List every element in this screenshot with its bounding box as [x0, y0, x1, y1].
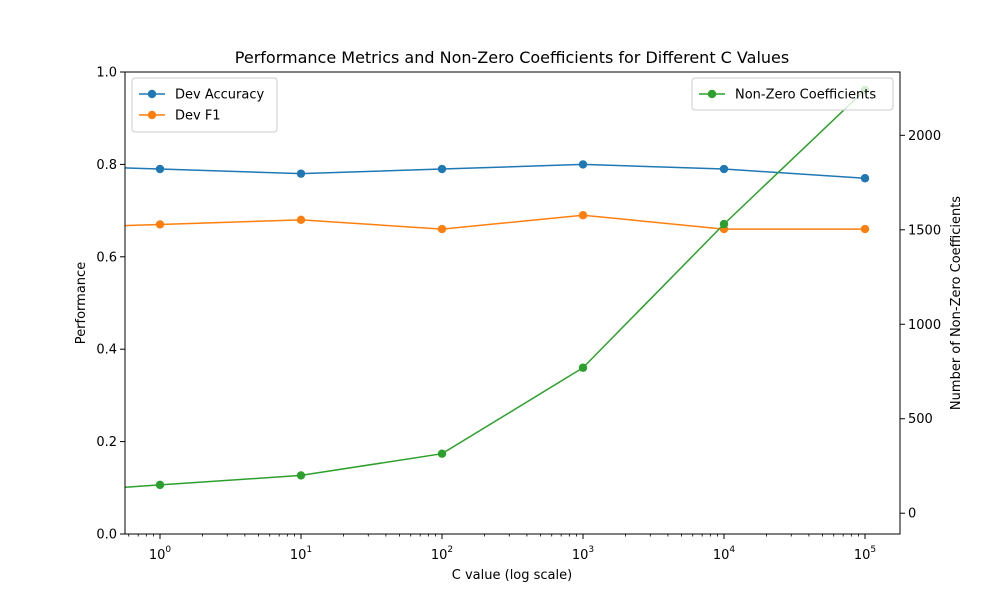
- legend-label-0: Dev Accuracy: [175, 88, 264, 103]
- series-1-point-5: [860, 224, 870, 234]
- legend-label-1: Dev F1: [175, 109, 221, 124]
- series-line-0: [125, 163, 866, 180]
- series-2-point-2: [437, 449, 447, 458]
- chart-title: Performance Metrics and Non-Zero Coeffic…: [235, 48, 789, 67]
- series-1-point-2: [437, 224, 447, 234]
- x-tick-label-5: 105: [854, 545, 876, 563]
- series-0-point-0: [155, 164, 165, 174]
- series-1-point-1: [296, 215, 306, 225]
- series-1-point-3: [578, 211, 588, 220]
- series-2-point-0: [155, 480, 165, 490]
- series-2: [125, 85, 870, 490]
- series-line-2: [125, 89, 866, 488]
- legend-swatch-marker-1: [147, 110, 157, 120]
- legend-left: Dev Accuracy Dev F1: [131, 77, 278, 133]
- y-tick-label-4: 0.8: [96, 158, 117, 173]
- series-line-1: [125, 214, 865, 230]
- legend-swatch-marker-0: [707, 89, 717, 99]
- x-tick-label-2: 102: [431, 545, 453, 563]
- legend-right: Non-Zero Coefficients: [691, 77, 894, 111]
- series-1: [125, 211, 870, 234]
- series-0-point-4: [719, 164, 729, 174]
- y2-tick-label-2: 1000: [908, 318, 941, 333]
- legend-swatch-marker-0: [147, 89, 157, 99]
- series-2-point-4: [719, 219, 729, 229]
- y-tick-label-1: 0.2: [96, 435, 117, 450]
- x-tick-label-3: 103: [572, 545, 594, 563]
- y-axis-label: Performance: [74, 262, 89, 344]
- legend-box: [131, 77, 278, 133]
- series-2-point-1: [296, 471, 306, 480]
- y2-tick-label-3: 1500: [908, 223, 941, 238]
- series-0-point-1: [296, 169, 306, 178]
- y-tick-label-2: 0.4: [96, 343, 117, 358]
- y-tick-label-3: 0.6: [96, 250, 117, 265]
- series-0-point-3: [578, 160, 588, 169]
- plot-layer: [125, 85, 870, 490]
- x-axis-label: C value (log scale): [452, 568, 572, 583]
- y-tick-label-0: 0.0: [96, 528, 117, 543]
- x-axis: 100 101 102 103 104 105: [128, 534, 876, 563]
- series-2-point-3: [578, 363, 588, 372]
- x-tick-label-0: 100: [149, 545, 172, 563]
- y2-tick-label-0: 0: [908, 507, 916, 522]
- legend-box: [691, 77, 894, 111]
- x-tick-label-4: 104: [713, 545, 736, 563]
- plot-frame: [124, 71, 901, 535]
- y-tick-label-5: 1.0: [96, 66, 117, 81]
- series-0-point-2: [437, 164, 447, 174]
- legend-label-0: Non-Zero Coefficients: [735, 88, 876, 103]
- y2-tick-label-1: 500: [908, 412, 933, 427]
- x-tick-label-1: 101: [290, 545, 312, 563]
- series-1-point-0: [155, 220, 165, 229]
- y2-axis-label: Number of Non-Zero Coefficients: [949, 196, 964, 410]
- series-0: [125, 160, 870, 183]
- y-axis-left: 0.0 0.2 0.4 0.6 0.8 1.0: [96, 66, 125, 543]
- y2-tick-label-4: 2000: [908, 129, 941, 144]
- y-axis-right: 0 500 1000 1500 2000: [900, 129, 941, 522]
- series-0-point-5: [860, 174, 870, 183]
